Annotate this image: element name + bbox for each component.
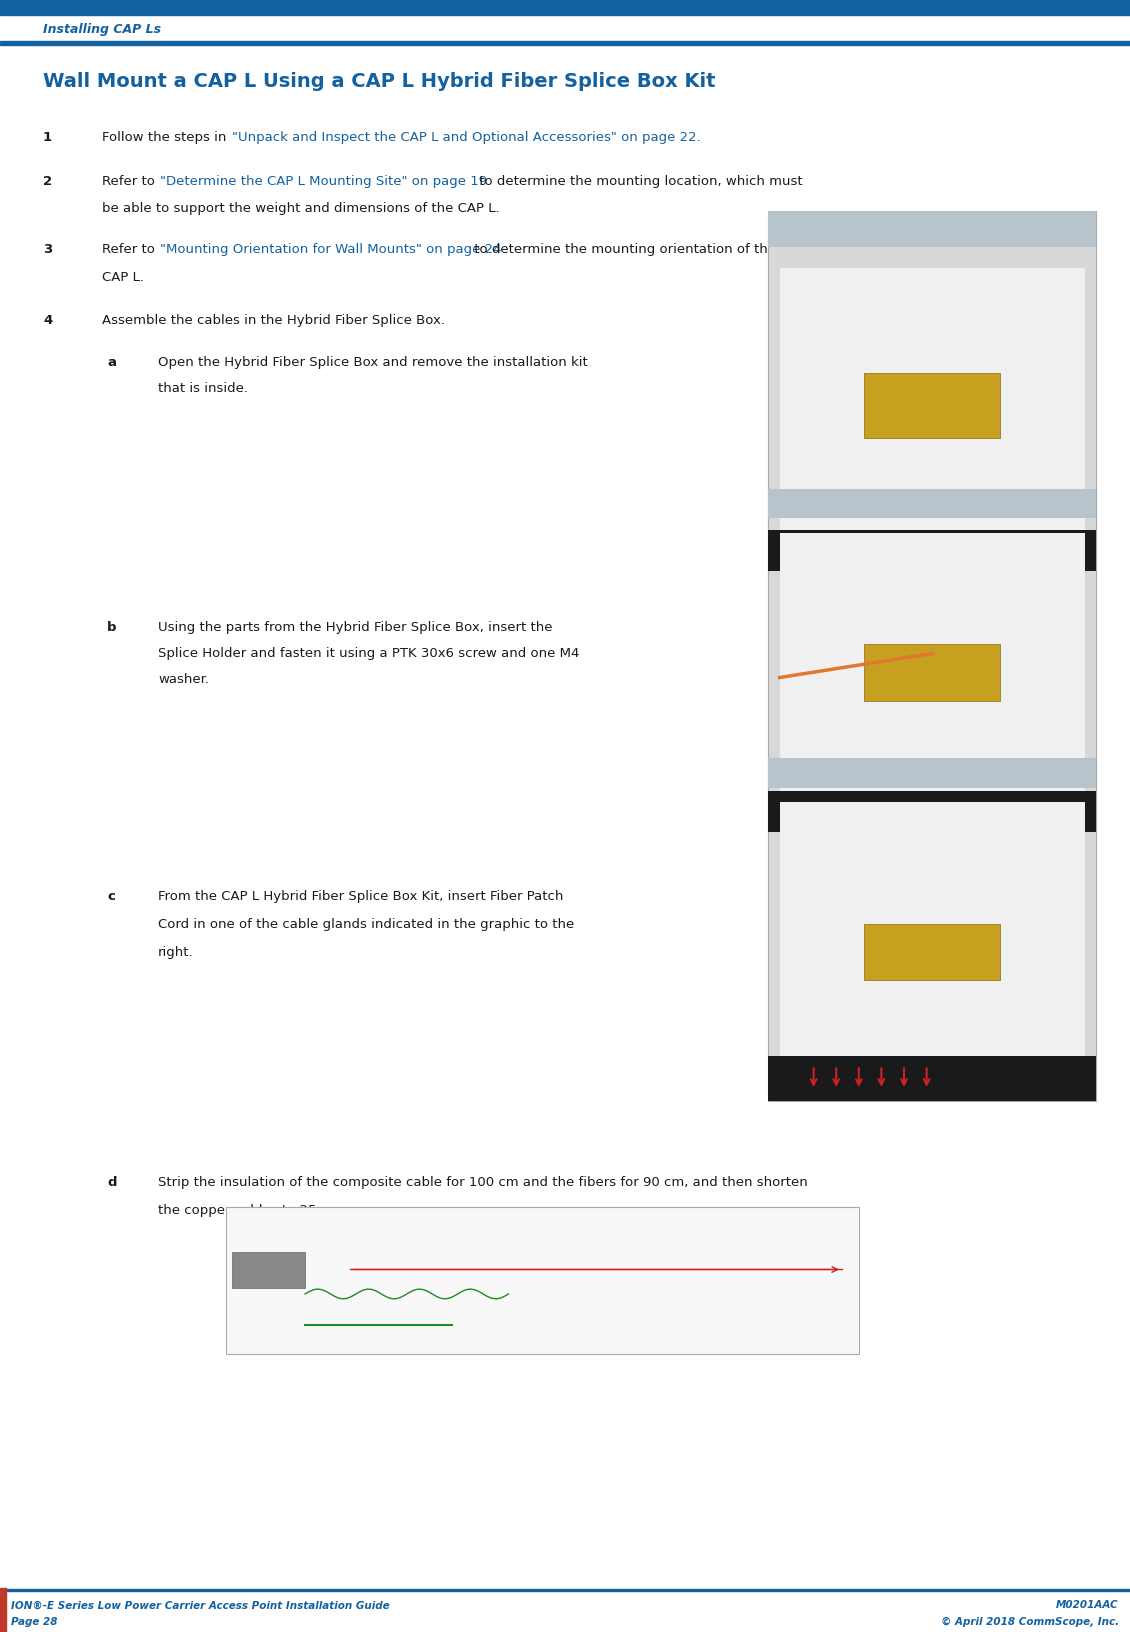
Bar	[864, 924, 1000, 979]
Text: Page 28: Page 28	[11, 1616, 58, 1625]
Text: d: d	[107, 1175, 116, 1188]
Text: that is inside.: that is inside.	[158, 382, 249, 395]
Bar	[768, 1056, 1096, 1102]
Text: ION®-E Series Low Power Carrier Access Point Installation Guide: ION®-E Series Low Power Carrier Access P…	[11, 1599, 390, 1609]
Text: Follow the steps in: Follow the steps in	[102, 131, 231, 144]
Bar	[0, 0, 1130, 16]
Text: FIBERS: FIBERS	[705, 1227, 741, 1237]
Text: Refer to: Refer to	[102, 243, 159, 256]
Text: right.: right.	[158, 945, 194, 958]
Text: Using the parts from the Hybrid Fiber Splice Box, insert the: Using the parts from the Hybrid Fiber Sp…	[158, 620, 553, 633]
Bar	[768, 530, 1096, 571]
Bar	[0, 42, 1130, 46]
Bar	[780, 534, 1085, 792]
Text: Wall Mount a CAP L Using a CAP L Hybrid Fiber Splice Box Kit: Wall Mount a CAP L Using a CAP L Hybrid …	[43, 72, 715, 91]
Text: Strip the insulation of the composite cable for 100 cm and the fibers for 90 cm,: Strip the insulation of the composite ca…	[158, 1175, 808, 1188]
Text: COPPER WIRES: COPPER WIRES	[316, 1340, 382, 1350]
Text: Cord in one of the cable glands indicated in the graphic to the: Cord in one of the cable glands indicate…	[158, 917, 574, 930]
Text: 1: 1	[43, 131, 52, 144]
Text: 10 cm: 10 cm	[232, 1284, 255, 1293]
Text: b: b	[107, 620, 116, 633]
Text: Assemble the cables in the Hybrid Fiber Splice Box.: Assemble the cables in the Hybrid Fiber …	[102, 313, 445, 326]
Text: 2: 2	[43, 175, 52, 188]
Bar	[768, 490, 1096, 519]
Text: "Mounting Orientation for Wall Mounts" on page 24: "Mounting Orientation for Wall Mounts" o…	[160, 243, 502, 256]
Text: a: a	[107, 356, 116, 369]
Text: Open the Hybrid Fiber Splice Box and remove the installation kit: Open the Hybrid Fiber Splice Box and rem…	[158, 356, 588, 369]
Bar	[226, 1208, 859, 1355]
Text: CAP L.: CAP L.	[102, 271, 144, 284]
Text: M0201AAC: M0201AAC	[1057, 1599, 1119, 1609]
Text: to determine the mounting location, which must: to determine the mounting location, whic…	[475, 175, 802, 188]
Bar	[780, 269, 1085, 530]
Bar	[768, 792, 1096, 832]
Text: Installing CAP Ls: Installing CAP Ls	[43, 23, 162, 36]
Bar	[768, 759, 1096, 1102]
Text: "Unpack and Inspect the CAP L and Optional Accessories" on page 22.: "Unpack and Inspect the CAP L and Option…	[232, 131, 701, 144]
Text: 4: 4	[43, 313, 52, 326]
Bar	[780, 803, 1085, 1056]
Bar	[0, 1590, 1130, 1591]
Text: 3: 3	[43, 243, 52, 256]
Text: c: c	[107, 889, 115, 902]
Bar	[768, 212, 1096, 248]
Bar	[768, 212, 1096, 571]
Text: Refer to: Refer to	[102, 175, 159, 188]
Text: the copper cables to 25 cm.: the copper cables to 25 cm.	[158, 1203, 346, 1216]
Bar	[864, 374, 1000, 439]
Text: 25 cm: 25 cm	[316, 1325, 340, 1335]
Bar	[0, 1588, 6, 1632]
Text: Splice Holder and fasten it using a PTK 30x6 screw and one M4: Splice Holder and fasten it using a PTK …	[158, 646, 580, 659]
Bar	[768, 759, 1096, 788]
Bar	[768, 490, 1096, 832]
Text: be able to support the weight and dimensions of the CAP L.: be able to support the weight and dimens…	[102, 202, 499, 215]
Text: MULTI-FIBERS CABLE: MULTI-FIBERS CABLE	[232, 1266, 311, 1276]
Text: washer.: washer.	[158, 672, 209, 685]
Text: "Determine the CAP L Mounting Site" on page 19: "Determine the CAP L Mounting Site" on p…	[160, 175, 487, 188]
Bar	[232, 1253, 305, 1289]
Bar	[864, 645, 1000, 702]
Text: © April 2018 CommScope, Inc.: © April 2018 CommScope, Inc.	[940, 1616, 1119, 1625]
Text: From the CAP L Hybrid Fiber Splice Box Kit, insert Fiber Patch: From the CAP L Hybrid Fiber Splice Box K…	[158, 889, 564, 902]
Text: 100 cm: 100 cm	[706, 1248, 740, 1258]
Text: to determine the mounting orientation of the: to determine the mounting orientation of…	[470, 243, 776, 256]
